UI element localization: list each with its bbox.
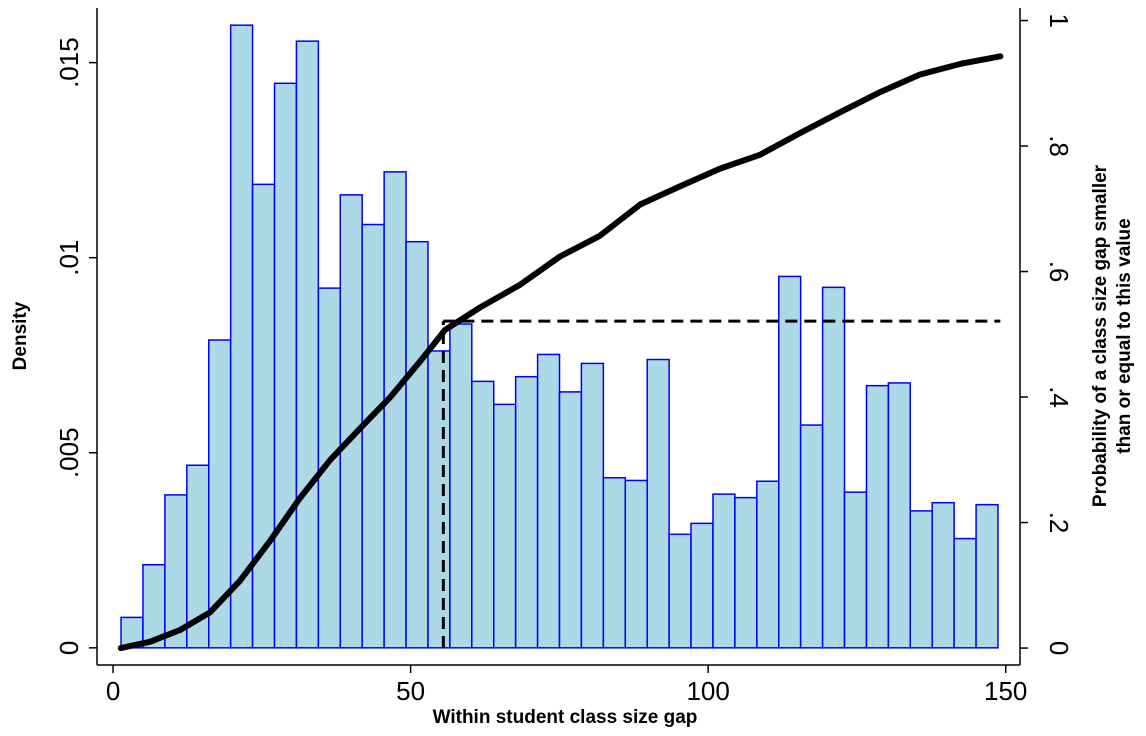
bar	[975, 503, 999, 649]
bar	[536, 353, 561, 649]
bar	[799, 424, 824, 649]
bar	[273, 82, 298, 649]
cdf-line	[117, 53, 1004, 652]
bar	[251, 183, 276, 649]
y2-axis-title: than or equal to this value	[1114, 218, 1135, 453]
y2-tick-label: .8	[1044, 135, 1074, 157]
bar	[449, 323, 473, 649]
bar	[383, 171, 407, 649]
bar	[821, 286, 846, 649]
bar	[229, 24, 254, 649]
bar	[602, 476, 627, 649]
bar	[690, 522, 714, 649]
x-tick-label: 100	[686, 676, 729, 706]
bar	[712, 493, 736, 649]
y-tick-label: 0	[54, 641, 84, 655]
x-axis-title: Within student class size gap	[433, 707, 698, 728]
x-tick-label: 0	[106, 676, 120, 706]
bar	[339, 194, 363, 649]
y-axis-title: Density	[10, 301, 31, 370]
bar	[580, 362, 605, 649]
bar	[909, 510, 933, 649]
bar	[668, 533, 692, 649]
y2-tick-label: .2	[1044, 512, 1074, 534]
y2-tick-label: 1	[1044, 13, 1074, 27]
bar	[777, 275, 802, 649]
bar	[734, 496, 758, 649]
y2-tick-label: .4	[1044, 386, 1074, 408]
y-tick-label: .005	[54, 427, 84, 478]
bar	[405, 240, 429, 649]
y-tick-label: .01	[54, 240, 84, 276]
bar	[865, 384, 890, 649]
bar	[558, 391, 583, 649]
bar	[843, 491, 868, 649]
bar	[361, 223, 385, 649]
bar	[887, 382, 912, 649]
y2-tick-label: .6	[1044, 261, 1074, 283]
x-tick-label: 50	[396, 676, 425, 706]
bar	[756, 480, 780, 649]
y-tick-label: .015	[54, 37, 84, 88]
y2-axis-title: Probability of a class size gap smaller	[1090, 164, 1111, 507]
bar	[646, 358, 670, 649]
bar	[295, 40, 320, 649]
x-tick-label: 150	[984, 676, 1027, 706]
bar	[427, 350, 451, 649]
bar	[471, 380, 495, 649]
bar	[493, 403, 517, 649]
bar	[953, 537, 977, 649]
bar	[931, 501, 955, 649]
bar	[624, 479, 648, 649]
bar	[514, 375, 539, 649]
y2-tick-label: 0	[1044, 641, 1074, 655]
